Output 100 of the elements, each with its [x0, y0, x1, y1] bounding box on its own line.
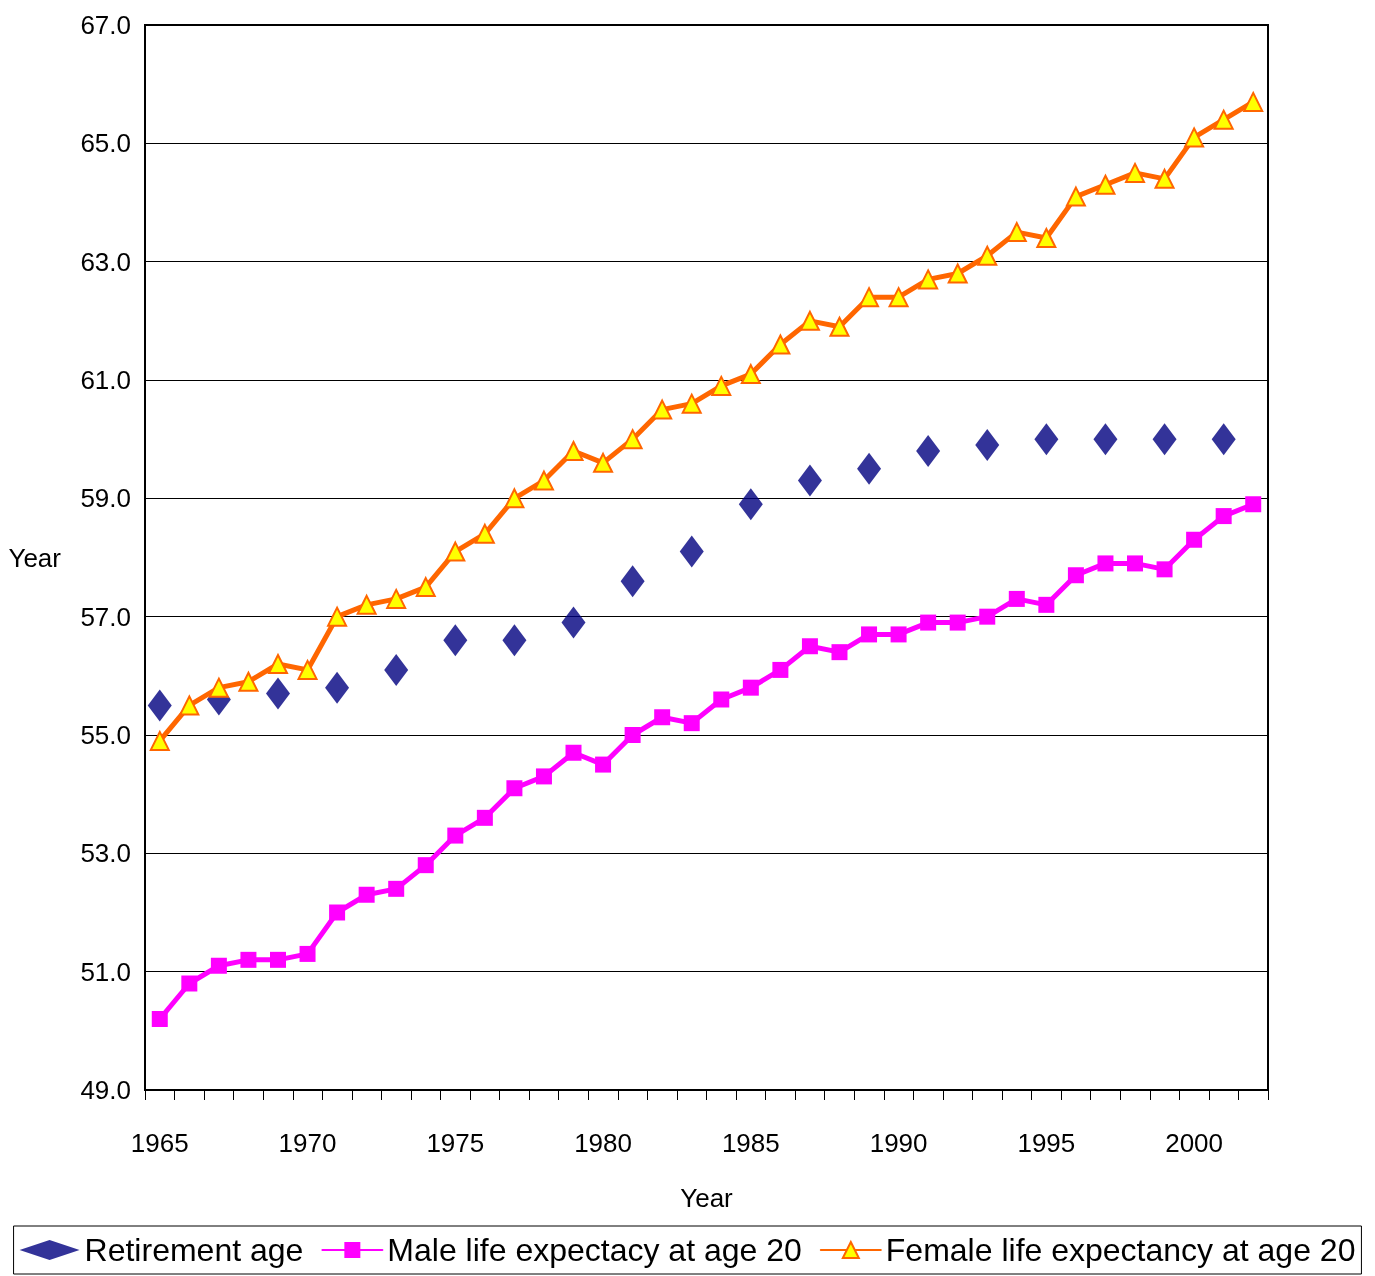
point: [151, 1011, 168, 1027]
point: [857, 452, 882, 485]
point: [1127, 555, 1144, 572]
point: [386, 588, 407, 609]
point: [265, 677, 290, 710]
point: [1065, 186, 1086, 207]
x-tick-label: 1980: [574, 1128, 632, 1158]
point: [593, 452, 614, 473]
point: [975, 429, 1000, 462]
point: [681, 393, 702, 414]
point: [533, 470, 554, 491]
point: [1213, 109, 1234, 130]
point: [358, 886, 375, 903]
point: [417, 857, 434, 874]
y-tick-label: 57.0: [80, 601, 131, 632]
point: [1008, 590, 1025, 607]
point: [1186, 531, 1203, 548]
point: [388, 880, 405, 897]
point: [269, 951, 286, 968]
point: [829, 316, 850, 337]
point: [1036, 228, 1057, 248]
point: [445, 541, 466, 562]
point: [622, 429, 643, 450]
point: [474, 523, 495, 544]
point: [1093, 423, 1118, 456]
point: [535, 768, 552, 785]
point: [916, 435, 941, 467]
y-tick-label: 63.0: [80, 246, 131, 277]
point: [918, 269, 939, 290]
legend-label: Retirement age: [84, 1232, 304, 1268]
x-tick-label: 1985: [721, 1128, 780, 1158]
x-axis-title: Year: [680, 1183, 734, 1213]
point: [1095, 174, 1116, 195]
y-tick-label: 53.0: [80, 838, 131, 869]
y-tick-label: 51.0: [80, 956, 131, 987]
legend-label: Male life expectacy at age 20: [387, 1232, 802, 1268]
point: [888, 287, 909, 308]
point: [1154, 168, 1175, 189]
point: [920, 614, 937, 631]
x-tick-label: 1975: [426, 1128, 485, 1158]
point: [297, 659, 318, 680]
point: [859, 287, 880, 308]
point: [1152, 423, 1177, 456]
y-tick-label: 49.0: [80, 1075, 131, 1105]
point: [325, 671, 350, 704]
point: [679, 535, 704, 568]
point: [208, 677, 229, 698]
point: [1184, 127, 1205, 148]
point: [1215, 508, 1232, 525]
point: [738, 488, 763, 521]
point: [447, 827, 464, 844]
point: [476, 809, 493, 826]
x-tick-label: 1970: [278, 1128, 337, 1158]
point: [770, 334, 791, 355]
point: [561, 606, 586, 639]
point: [979, 608, 996, 625]
point: [711, 375, 732, 396]
point: [890, 626, 907, 643]
point: [801, 638, 818, 655]
point: [267, 654, 288, 674]
point: [1038, 596, 1055, 613]
point: [238, 671, 259, 692]
point: [861, 626, 878, 643]
point: [356, 594, 377, 615]
point: [502, 624, 527, 657]
point: [1125, 162, 1146, 183]
point: [740, 364, 761, 385]
point: [742, 679, 759, 696]
point: [179, 695, 200, 716]
point: [949, 614, 966, 631]
x-tick-label: 1995: [1017, 1128, 1076, 1158]
point: [595, 756, 612, 773]
point: [181, 975, 198, 992]
y-tick-label: 55.0: [80, 720, 131, 750]
point: [1245, 496, 1262, 513]
legend-label: Female life expectancy at age 20: [885, 1232, 1356, 1268]
y-tick-label: 67.0: [80, 10, 131, 40]
point: [443, 624, 468, 657]
point: [240, 951, 257, 968]
x-tick-label: 1965: [130, 1128, 189, 1158]
point: [384, 653, 409, 686]
point: [654, 709, 671, 726]
point: [149, 730, 170, 751]
point: [947, 263, 968, 284]
point: [772, 661, 789, 678]
point: [797, 464, 822, 497]
point: [415, 577, 436, 598]
point: [1034, 423, 1059, 456]
point: [624, 727, 641, 743]
y-tick-label: 65.0: [80, 128, 131, 159]
point: [1006, 222, 1027, 243]
y-tick-label: 61.0: [80, 365, 131, 395]
point: [506, 780, 523, 797]
point: [299, 945, 316, 962]
point: [1243, 91, 1264, 112]
point: [831, 644, 848, 661]
point: [620, 565, 645, 598]
point: [652, 399, 673, 420]
x-tick-label: 2000: [1165, 1128, 1224, 1158]
point: [1211, 423, 1236, 456]
